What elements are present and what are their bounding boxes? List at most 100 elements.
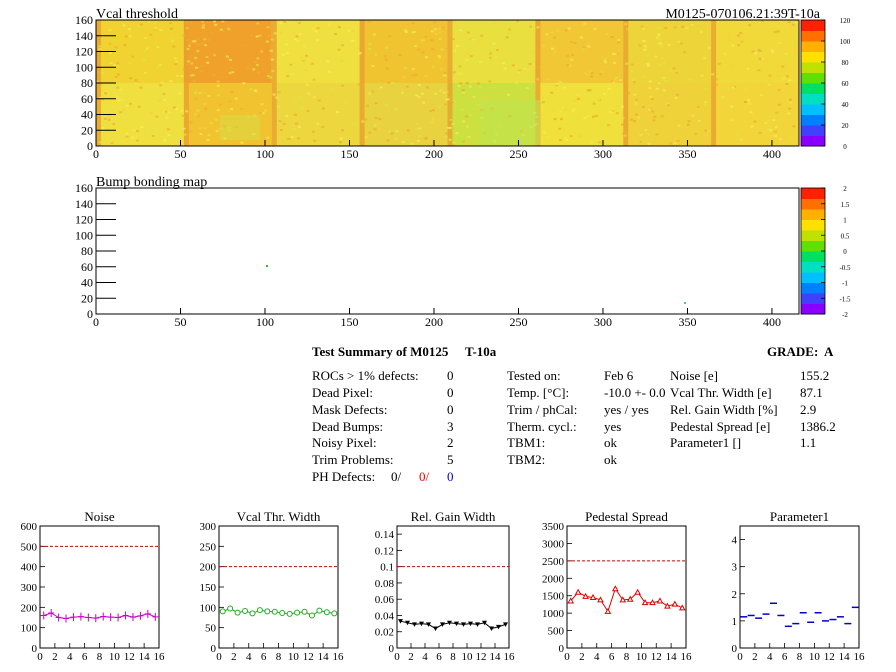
palette-label: 120 [840, 17, 851, 25]
roc-edge [271, 83, 277, 146]
data-point [115, 613, 122, 622]
pixel-speck [374, 53, 378, 56]
pixel-speck [586, 115, 590, 117]
pixel-speck [108, 52, 112, 55]
pixel-speck [373, 124, 377, 127]
roc-edge [271, 20, 277, 83]
pixel-speck [776, 30, 780, 33]
pixel-speck [287, 66, 291, 69]
pixel-speck [199, 42, 203, 45]
data-point [398, 619, 403, 624]
pixel-speck [666, 104, 670, 107]
pixel-speck [771, 50, 774, 53]
pixel-speck [476, 103, 480, 106]
pixel-speck [107, 118, 111, 121]
palette-label: 60 [842, 80, 850, 88]
pixel-speck [182, 34, 186, 37]
x-tick-label: 12 [303, 651, 314, 663]
x-tick-label: 2 [752, 651, 758, 663]
pixel-speck [203, 44, 207, 47]
palette-band [801, 272, 825, 283]
x-tick-label: 12 [476, 651, 487, 663]
pixel-speck [267, 35, 271, 38]
pixel-speck [424, 74, 428, 77]
pixel-speck [472, 95, 476, 98]
pixel-speck [652, 119, 656, 122]
pixel-speck [347, 29, 351, 32]
x-tick-label: 10 [288, 651, 300, 663]
x-tick-label: 12 [124, 651, 135, 663]
pixel-speck [167, 134, 171, 137]
pixel-speck [112, 60, 116, 63]
data-point [649, 599, 656, 606]
data-point [475, 622, 480, 627]
pixel-speck [735, 134, 738, 137]
pixel-speck [128, 28, 132, 31]
pixel-speck [458, 29, 462, 32]
pixel-speck [372, 33, 376, 36]
pixel-speck [721, 96, 725, 99]
pixel-speck [703, 103, 707, 106]
pixel-speck [631, 78, 635, 81]
pixel-speck [526, 30, 530, 33]
pixel-speck [585, 74, 589, 77]
pixel-speck [180, 75, 184, 78]
pixel-speck [429, 109, 432, 112]
pixel-speck [255, 35, 259, 38]
pixel-speck [471, 38, 475, 41]
palette-label: -0.5 [839, 264, 851, 272]
roc-tile [623, 20, 712, 83]
pixel-speck [529, 25, 533, 28]
pixel-speck [304, 69, 307, 72]
y-tick-label: 100 [200, 602, 217, 614]
data-point [271, 608, 278, 615]
pixel-speck [556, 29, 560, 32]
x-tick-label: 100 [256, 147, 274, 161]
pixel-speck [185, 110, 189, 113]
data-point [426, 622, 431, 627]
pixel-speck [98, 45, 101, 48]
pixel-speck [285, 52, 289, 55]
pixel-speck [704, 128, 708, 131]
pixel-speck [567, 27, 571, 30]
pixel-speck [599, 73, 603, 76]
pixel-speck [690, 53, 693, 55]
x-tick-label: 16 [854, 651, 866, 663]
pixel-speck [270, 58, 274, 61]
pixel-speck [558, 139, 562, 141]
pixel-speck [216, 94, 220, 97]
pixel-speck [769, 129, 773, 132]
pixel-speck [711, 73, 715, 76]
pixel-speck [469, 55, 473, 58]
pixel-speck [339, 42, 343, 44]
pixel-speck [647, 64, 650, 67]
chart-title: Vcal Thr. Width [237, 509, 321, 524]
pixel-speck [522, 96, 526, 99]
pixel-speck [230, 66, 234, 69]
pixel-speck [136, 139, 139, 142]
data-point [129, 613, 136, 622]
pixel-speck [358, 52, 362, 55]
data-point [264, 608, 271, 615]
pixel-speck [439, 89, 443, 92]
pixel-speck [204, 107, 208, 110]
pixel-speck [648, 108, 652, 111]
pixel-speck [590, 75, 594, 78]
pixel-speck [571, 109, 575, 112]
data-point [482, 620, 487, 626]
pixel-speck [664, 27, 668, 30]
pixel-speck [754, 52, 758, 55]
data-point [468, 621, 473, 627]
pixel-speck [687, 78, 691, 81]
pixel-speck [374, 102, 378, 105]
pixel-speck [119, 111, 123, 114]
pixel-speck [460, 108, 464, 111]
pixel-speck [131, 136, 135, 139]
palette-band [801, 104, 825, 115]
x-tick-label: 16 [681, 651, 693, 663]
pixel-speck [200, 70, 203, 72]
x-tick-label: 14 [490, 651, 502, 663]
pixel-speck [743, 87, 747, 90]
roc-edge [623, 83, 629, 146]
